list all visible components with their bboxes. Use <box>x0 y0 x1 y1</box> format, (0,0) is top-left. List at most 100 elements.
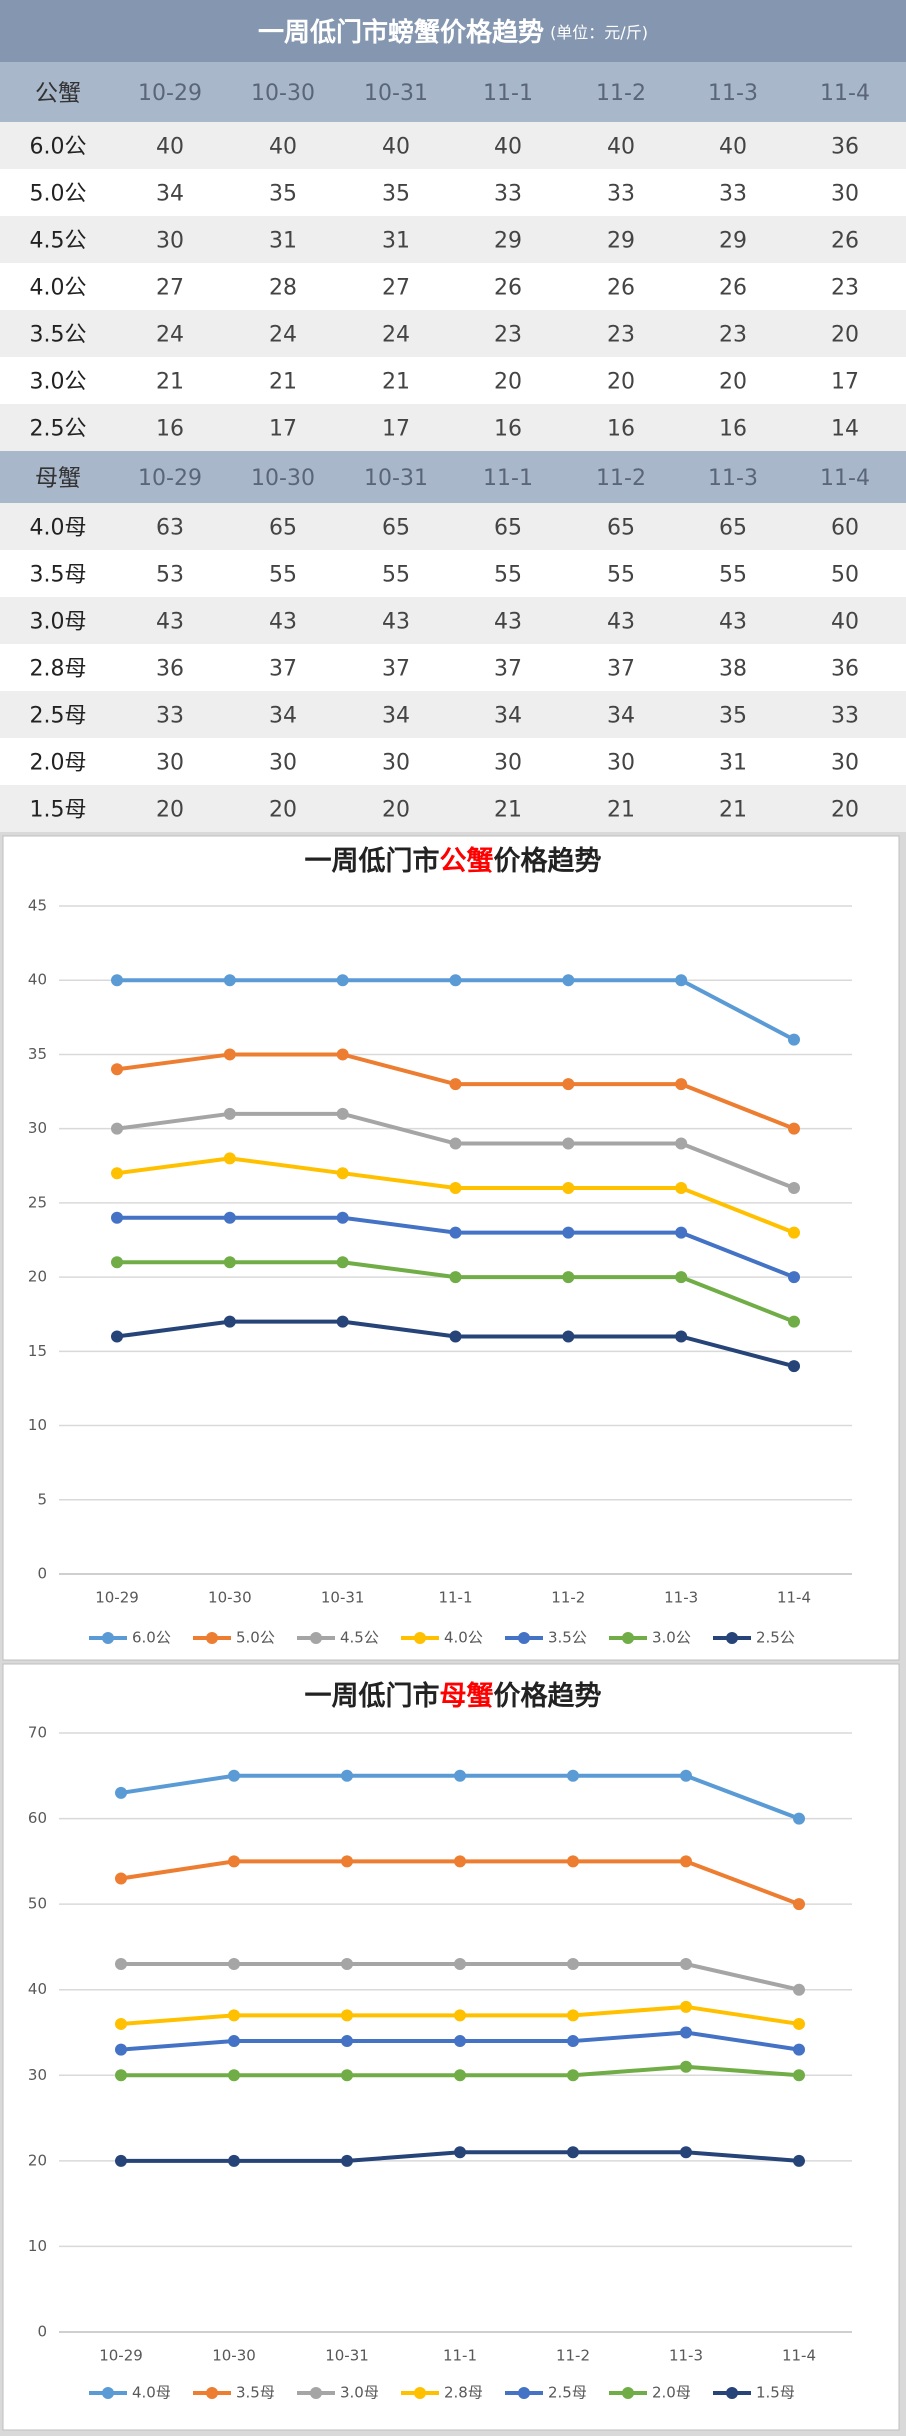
point <box>680 1855 692 1868</box>
legend-dot <box>414 2387 426 2399</box>
point <box>228 1855 240 1868</box>
point <box>341 2009 353 2022</box>
table-cell: 26 <box>607 276 635 301</box>
point <box>567 1855 579 1868</box>
point <box>788 1182 800 1195</box>
x-tick-label: 10-30 <box>212 2347 256 2365</box>
unit-text: (单位：元/斤) <box>550 23 648 42</box>
table-cell: 27 <box>156 276 184 301</box>
point <box>341 2069 353 2082</box>
table-cell: 24 <box>269 323 297 348</box>
table-cell: 34 <box>156 182 184 207</box>
y-tick-label: 30 <box>28 2066 47 2084</box>
legend-label: 4.0母 <box>132 2384 171 2402</box>
table-cell: 21 <box>156 370 184 395</box>
point <box>336 1211 349 1224</box>
table-cell: 21 <box>382 370 410 395</box>
point <box>454 1855 466 1868</box>
table-cell: 3.5公 <box>30 323 87 348</box>
table-cell: 43 <box>269 610 297 635</box>
table-cell: 43 <box>607 610 635 635</box>
header-cell: 10-29 <box>138 466 202 491</box>
table-cell: 20 <box>156 798 184 823</box>
point <box>680 2026 692 2039</box>
table-cell: 17 <box>269 417 297 442</box>
point <box>562 1137 575 1150</box>
point <box>115 1958 127 1971</box>
table-cell: 26 <box>719 276 747 301</box>
table-cell: 20 <box>831 323 859 348</box>
point <box>449 1078 462 1091</box>
table-row <box>0 785 906 832</box>
point <box>788 1122 800 1135</box>
table-cell: 65 <box>269 516 297 541</box>
table-row <box>0 691 906 738</box>
chart-title: 一周低门市母蟹价格趋势 <box>305 1680 602 1712</box>
table-cell: 43 <box>719 610 747 635</box>
y-tick-label: 30 <box>28 1119 47 1137</box>
table-cell: 60 <box>831 516 859 541</box>
table-cell: 30 <box>156 751 184 776</box>
table-cell: 17 <box>831 370 859 395</box>
point <box>567 1958 579 1971</box>
table-cell: 20 <box>607 370 635 395</box>
y-tick-label: 40 <box>28 1980 47 1998</box>
table-cell: 23 <box>719 323 747 348</box>
legend-label: 4.0公 <box>444 1629 483 1647</box>
table-cell: 43 <box>156 610 184 635</box>
table-cell: 16 <box>156 417 184 442</box>
table-cell: 30 <box>494 751 522 776</box>
page-title: 一周低门市螃蟹价格趋势 (单位：元/斤) <box>258 17 648 48</box>
table-cell: 4.5公 <box>30 229 87 254</box>
point <box>793 2043 805 2056</box>
point <box>111 1330 123 1343</box>
table-cell: 40 <box>156 135 184 160</box>
point <box>449 974 462 987</box>
y-tick-label: 50 <box>28 1895 47 1913</box>
legend-dot <box>622 2387 634 2399</box>
table-cell: 43 <box>382 610 410 635</box>
point <box>115 1872 127 1885</box>
table-cell: 55 <box>719 563 747 588</box>
y-tick-label: 25 <box>28 1193 47 1211</box>
table-cell: 36 <box>831 657 859 682</box>
legend-dot <box>622 1632 634 1644</box>
table-cell: 6.0公 <box>30 135 87 160</box>
header-cell: 10-31 <box>364 466 428 491</box>
point <box>228 1769 240 1782</box>
point <box>449 1137 462 1150</box>
point <box>680 1958 692 1971</box>
title-part: 价格趋势 <box>494 846 602 877</box>
point <box>454 2146 466 2159</box>
x-tick-label: 11-1 <box>443 2347 477 2365</box>
table-row <box>0 357 906 404</box>
title-part: 价格趋势 <box>494 1681 602 1712</box>
header-cell: 11-3 <box>708 81 758 106</box>
point <box>341 1958 353 1971</box>
header-cell: 10-29 <box>138 81 202 106</box>
point <box>567 2146 579 2159</box>
point <box>562 1271 575 1284</box>
header-cell: 10-30 <box>251 466 315 491</box>
point <box>336 1256 349 1269</box>
table-cell: 31 <box>382 229 410 254</box>
point <box>562 1182 575 1195</box>
table-cell: 20 <box>831 798 859 823</box>
point <box>449 1226 462 1239</box>
x-tick-label: 10-31 <box>325 2347 369 2365</box>
point <box>675 1137 688 1150</box>
table-cell: 30 <box>269 751 297 776</box>
point <box>228 2009 240 2022</box>
table-cell: 27 <box>382 276 410 301</box>
y-tick-label: 45 <box>28 897 47 915</box>
table-row <box>0 122 906 169</box>
legend-label: 6.0公 <box>132 1629 171 1647</box>
point <box>223 1048 236 1061</box>
point <box>788 1226 800 1239</box>
header-cell: 母蟹 <box>35 466 81 492</box>
table-cell: 17 <box>382 417 410 442</box>
point <box>223 1256 236 1269</box>
point <box>449 1330 462 1343</box>
legend-dot <box>726 1632 738 1644</box>
header-cell: 11-1 <box>483 466 533 491</box>
